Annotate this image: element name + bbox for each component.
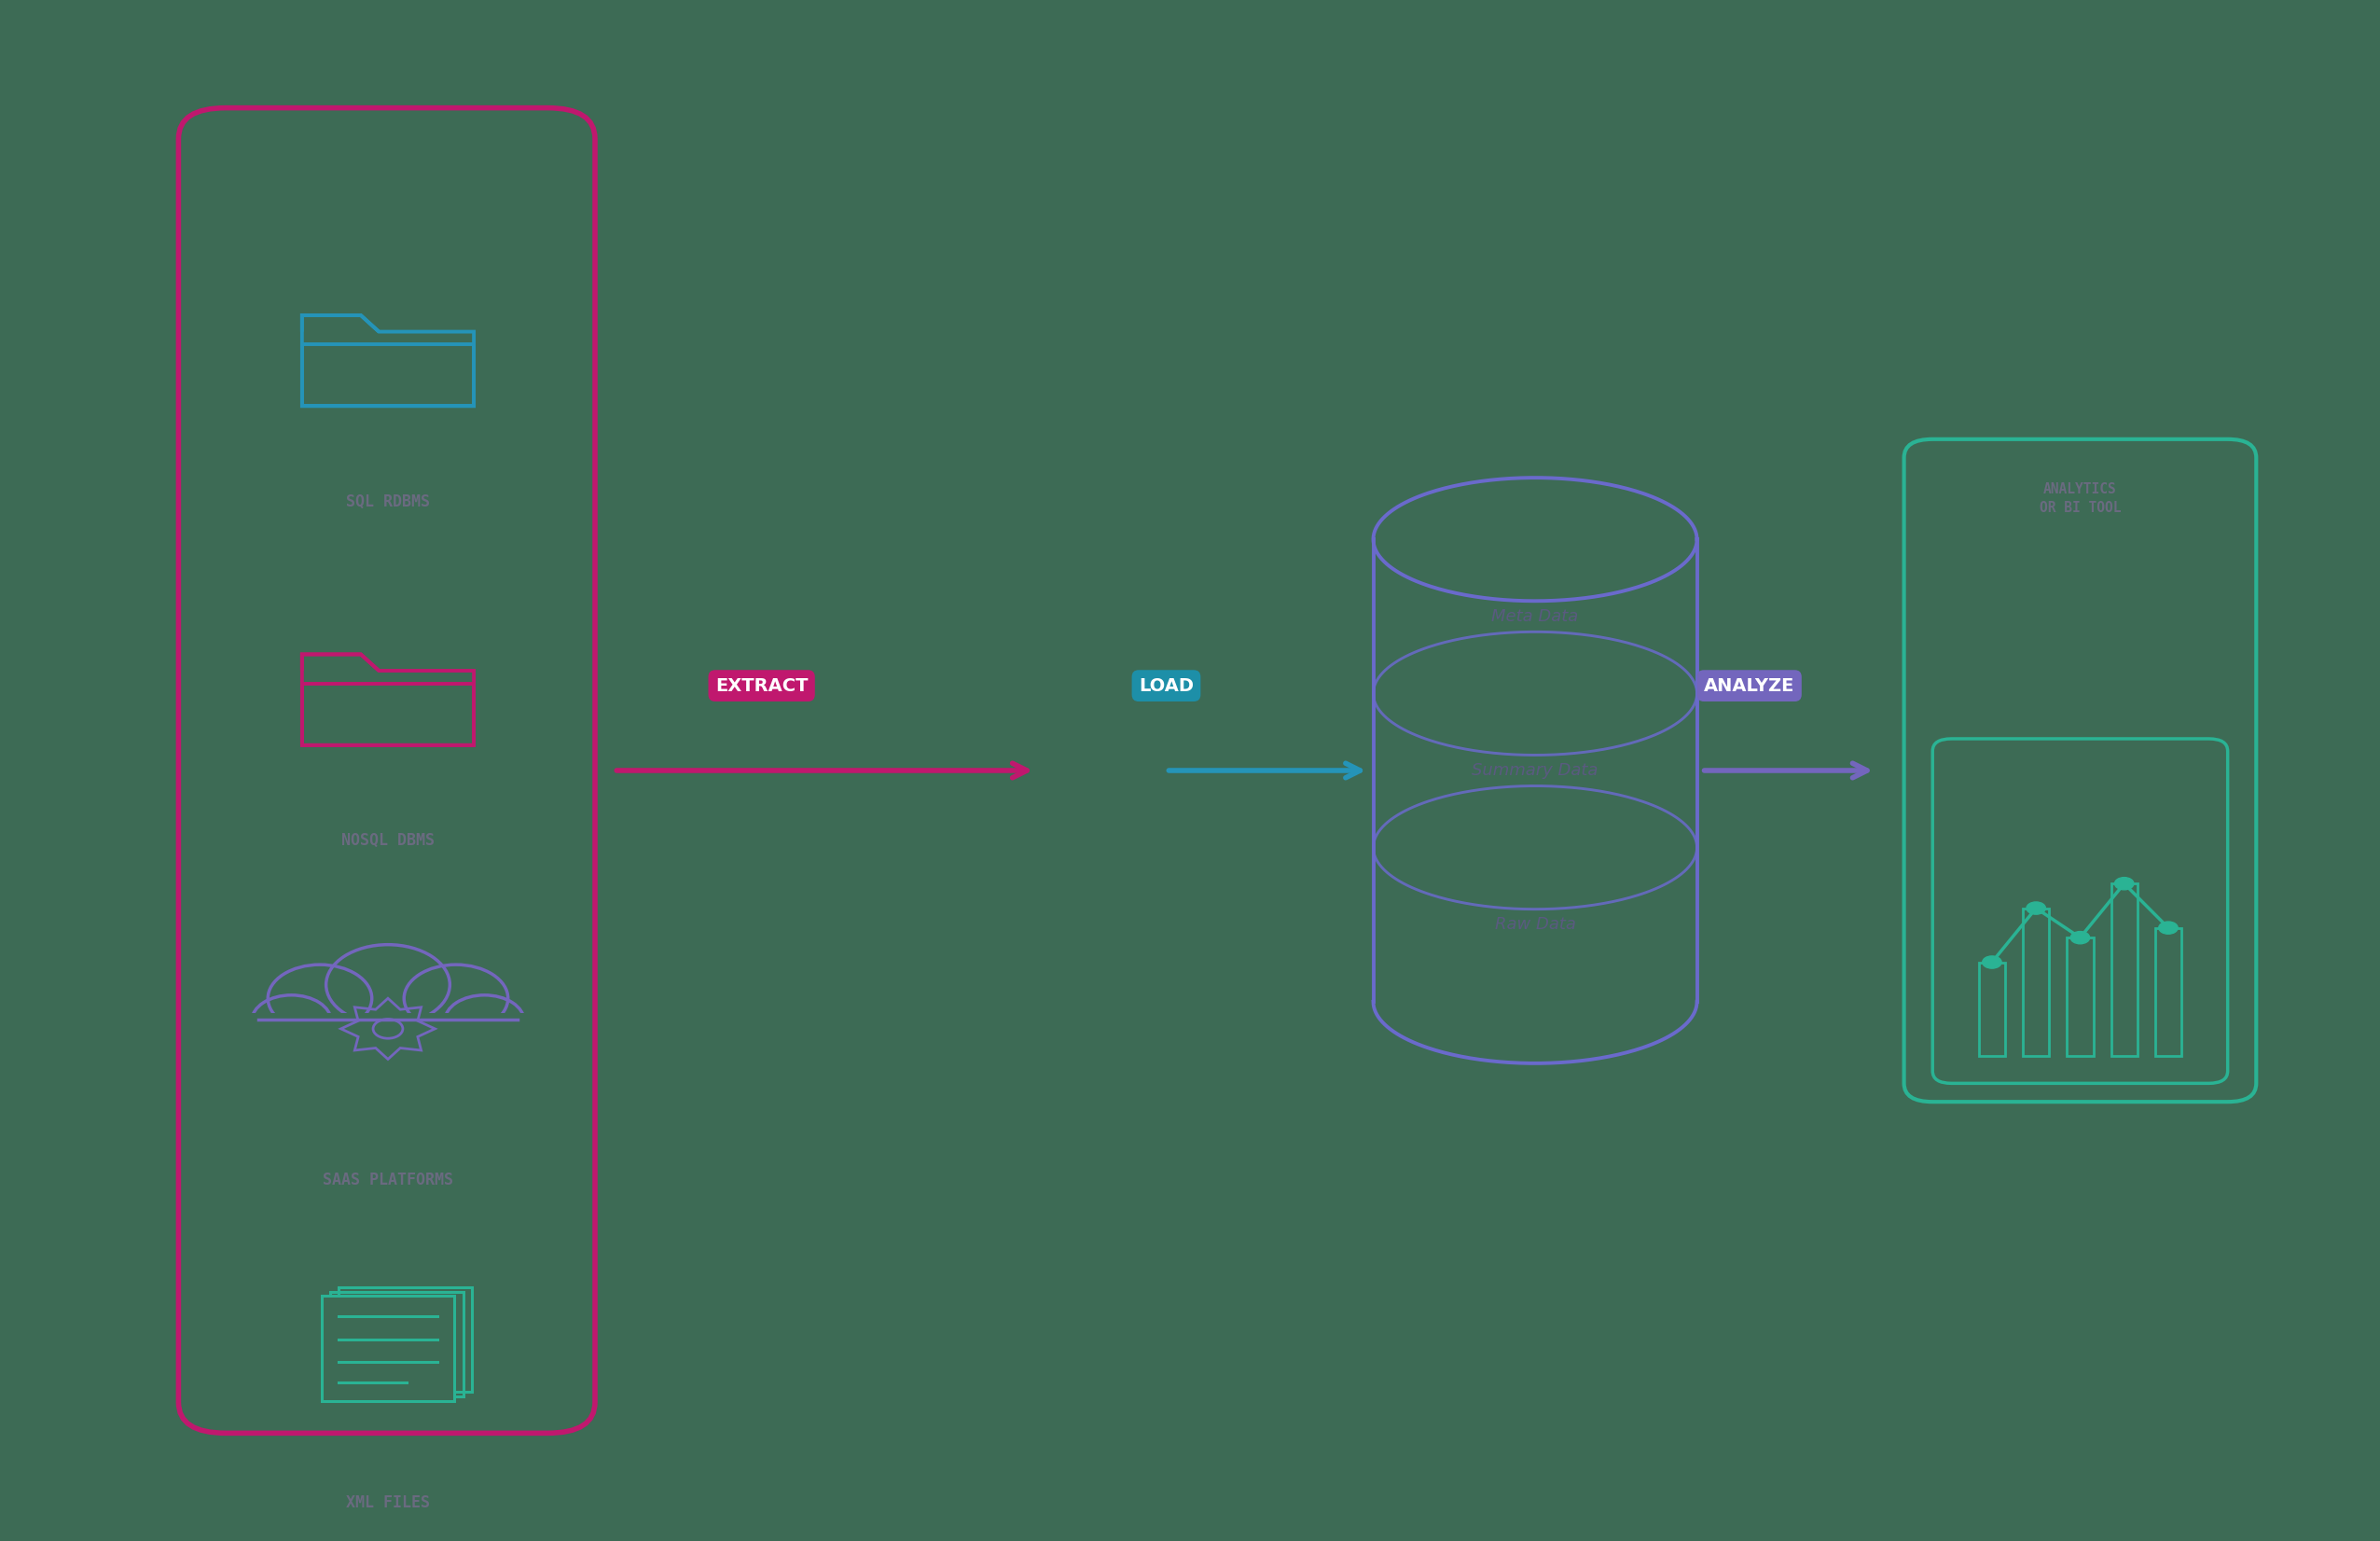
FancyBboxPatch shape [321, 1296, 455, 1401]
Text: XML FILES: XML FILES [345, 1495, 431, 1512]
Text: SAAS PLATFORMS: SAAS PLATFORMS [324, 1171, 452, 1188]
Text: ANALYTICS
OR BI TOOL: ANALYTICS OR BI TOOL [2040, 482, 2121, 515]
Bar [2023, 908, 2049, 1056]
Bar [245, 1012, 531, 1053]
Text: NOSQL DBMS: NOSQL DBMS [340, 832, 436, 849]
Text: Summary Data: Summary Data [1471, 763, 1599, 778]
Circle shape [2159, 922, 2178, 934]
Bar [2154, 928, 2182, 1056]
Text: Raw Data: Raw Data [1495, 917, 1576, 932]
Circle shape [2116, 877, 2135, 889]
Text: EXTRACT: EXTRACT [716, 676, 807, 695]
Bar [2111, 883, 2137, 1056]
Text: SQL RDBMS: SQL RDBMS [345, 493, 431, 510]
Text: Meta Data: Meta Data [1492, 609, 1578, 624]
Bar [2066, 937, 2094, 1056]
Bar [1978, 962, 2006, 1056]
Text: ANALYZE: ANALYZE [1704, 676, 1795, 695]
Circle shape [2025, 901, 2044, 914]
Circle shape [2071, 931, 2090, 943]
Text: LOAD: LOAD [1138, 676, 1195, 695]
Circle shape [1983, 955, 2002, 968]
